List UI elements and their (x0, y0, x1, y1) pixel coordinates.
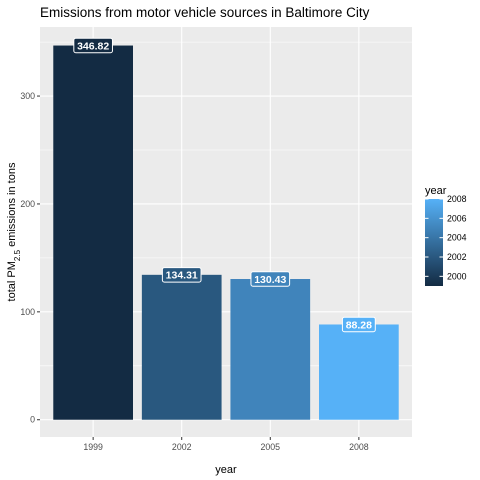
data-labels: 346.82 134.31 130.43 88.28 (73, 37, 376, 333)
data-label-box (250, 271, 291, 287)
data-label-text: 88.28 (346, 319, 372, 331)
legend-tick-label: 2000 (447, 271, 467, 281)
x-tick-label: 2002 (172, 442, 192, 452)
x-axis-title: year (215, 464, 237, 476)
bar-1999 (53, 45, 133, 420)
legend-ticks: 2000 2002 2004 2006 2008 (425, 194, 467, 281)
x-axis: 1999 2002 2005 2008 (83, 437, 369, 452)
data-label-box (341, 316, 376, 333)
y-axis-title-prefix: total PM (6, 261, 18, 301)
legend-tick-label: 2002 (447, 252, 467, 262)
x-tick-label: 2008 (349, 442, 369, 452)
data-label-1999: 346.82 (73, 37, 113, 54)
bar-2002 (141, 274, 222, 420)
data-label-2002: 134.31 (161, 267, 202, 283)
data-label-box (161, 267, 202, 283)
chart-title: Emissions from motor vehicle sources in … (40, 5, 370, 20)
data-label-2008: 88.28 (341, 316, 376, 333)
data-label-box (73, 37, 113, 54)
y-axis-title-suffix: emissions in tons (6, 162, 18, 250)
data-label-2005: 130.43 (250, 271, 291, 287)
legend-colorbar (425, 199, 443, 286)
data-label-text: 346.82 (77, 40, 109, 52)
bar-2008 (319, 324, 399, 420)
legend-tick-label: 2008 (447, 194, 467, 204)
y-axis-title-subscript: 2.5 (13, 249, 22, 261)
legend: year 2000 2002 2004 2006 2008 (425, 185, 467, 286)
x-tick-label: 1999 (83, 442, 103, 452)
y-axis-title: total PM2.5 emissions in tons (6, 162, 22, 301)
bar-2005 (230, 279, 311, 420)
y-tick-label: 200 (20, 199, 35, 209)
bars (53, 45, 399, 420)
legend-tick-label: 2004 (447, 233, 467, 243)
x-tick-label: 2005 (260, 442, 280, 452)
y-tick-label: 100 (20, 307, 35, 317)
y-axis: 0 100 200 300 (20, 91, 40, 425)
data-label-text: 130.43 (254, 274, 286, 286)
legend-tick-label: 2006 (447, 213, 467, 223)
data-label-text: 134.31 (166, 270, 198, 282)
y-tick-label: 300 (20, 91, 35, 101)
legend-title: year (425, 185, 447, 197)
y-tick-label: 0 (30, 415, 35, 425)
